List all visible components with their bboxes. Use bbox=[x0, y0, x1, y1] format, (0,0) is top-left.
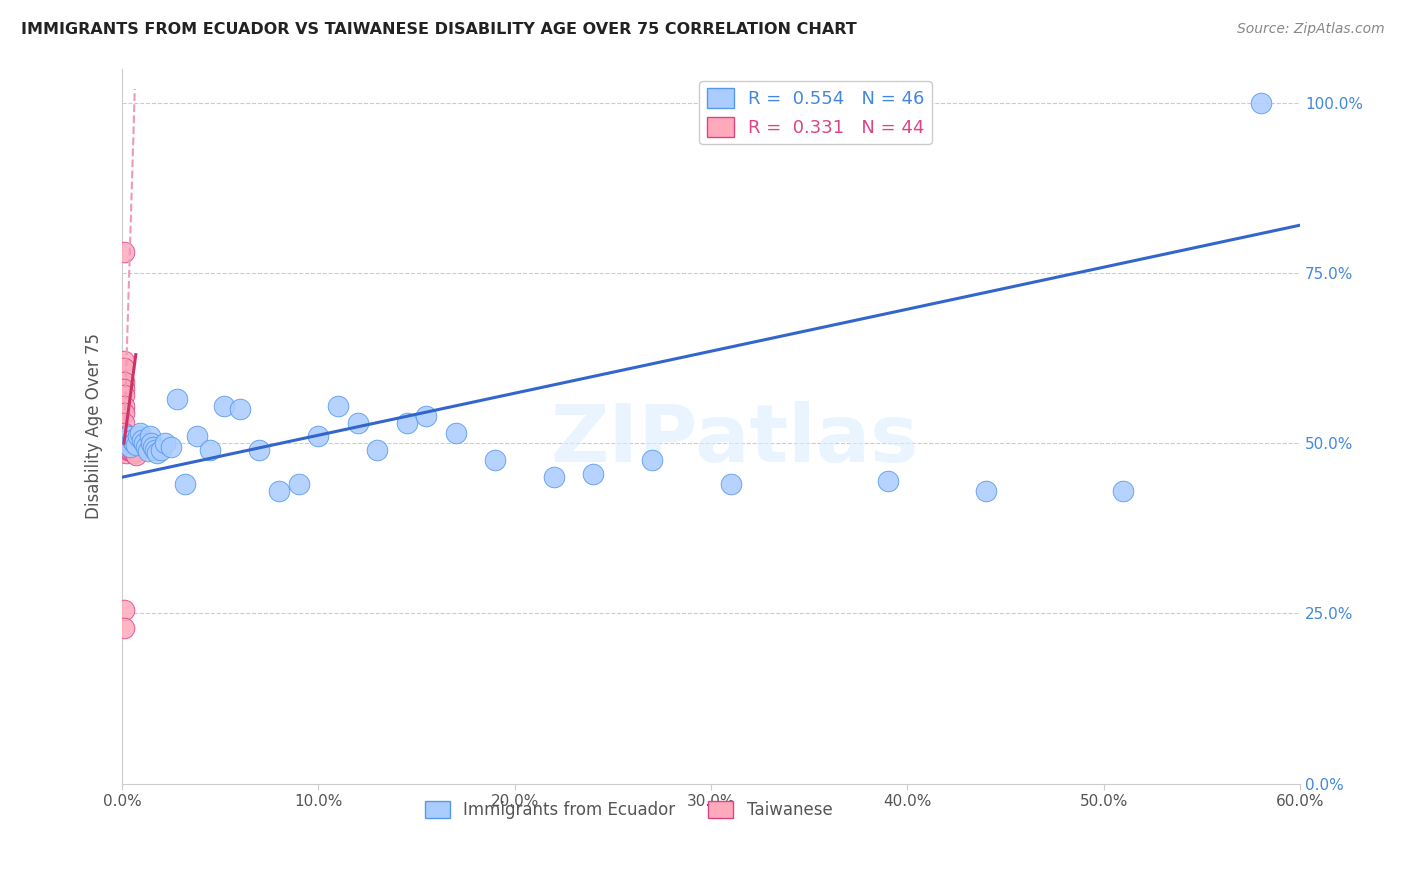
Point bbox=[115, 440, 138, 454]
Point bbox=[155, 436, 177, 450]
Point bbox=[118, 442, 141, 457]
Text: ZIPatlas: ZIPatlas bbox=[551, 401, 918, 479]
Point bbox=[366, 442, 388, 457]
Point bbox=[117, 429, 139, 443]
Point bbox=[141, 436, 163, 450]
Point bbox=[132, 436, 155, 450]
Point bbox=[131, 433, 153, 447]
Point bbox=[135, 440, 157, 454]
Legend: Immigrants from Ecuador, Taiwanese: Immigrants from Ecuador, Taiwanese bbox=[418, 794, 839, 825]
Point bbox=[117, 442, 139, 457]
Point bbox=[876, 474, 898, 488]
Y-axis label: Disability Age Over 75: Disability Age Over 75 bbox=[86, 333, 103, 519]
Point bbox=[720, 477, 742, 491]
Point bbox=[112, 433, 135, 447]
Point bbox=[115, 440, 138, 454]
Point bbox=[122, 446, 145, 460]
Point bbox=[641, 453, 664, 467]
Point bbox=[249, 442, 271, 457]
Point bbox=[121, 440, 143, 454]
Point bbox=[112, 361, 135, 376]
Point bbox=[112, 622, 135, 636]
Point bbox=[128, 425, 150, 440]
Point bbox=[346, 416, 368, 430]
Point bbox=[186, 429, 208, 443]
Point bbox=[150, 442, 173, 457]
Point bbox=[173, 477, 195, 491]
Point bbox=[125, 437, 148, 451]
Point bbox=[125, 440, 148, 454]
Point bbox=[112, 603, 135, 617]
Text: Source: ZipAtlas.com: Source: ZipAtlas.com bbox=[1237, 22, 1385, 37]
Point bbox=[229, 402, 252, 417]
Point bbox=[121, 433, 143, 447]
Point bbox=[115, 442, 138, 457]
Point bbox=[122, 433, 145, 447]
Point bbox=[122, 436, 145, 450]
Point bbox=[395, 416, 418, 430]
Point bbox=[160, 440, 183, 454]
Point bbox=[117, 436, 139, 450]
Text: IMMIGRANTS FROM ECUADOR VS TAIWANESE DISABILITY AGE OVER 75 CORRELATION CHART: IMMIGRANTS FROM ECUADOR VS TAIWANESE DIS… bbox=[21, 22, 856, 37]
Point bbox=[112, 416, 135, 430]
Point bbox=[112, 436, 135, 450]
Point bbox=[112, 399, 135, 413]
Point bbox=[122, 440, 145, 454]
Point bbox=[117, 440, 139, 454]
Point bbox=[1250, 95, 1272, 110]
Point bbox=[1112, 483, 1135, 498]
Point bbox=[125, 433, 148, 447]
Point bbox=[415, 409, 437, 423]
Point bbox=[121, 436, 143, 450]
Point bbox=[138, 429, 160, 443]
Point bbox=[166, 392, 188, 406]
Point bbox=[287, 477, 309, 491]
Point bbox=[112, 436, 135, 450]
Point bbox=[118, 436, 141, 450]
Point bbox=[125, 442, 148, 457]
Point bbox=[112, 245, 135, 260]
Point bbox=[142, 440, 165, 454]
Point bbox=[112, 354, 135, 368]
Point bbox=[121, 442, 143, 457]
Point bbox=[117, 440, 139, 454]
Point bbox=[146, 446, 169, 460]
Point bbox=[115, 429, 138, 443]
Point bbox=[115, 436, 138, 450]
Point bbox=[122, 442, 145, 457]
Point bbox=[122, 436, 145, 450]
Point bbox=[269, 483, 291, 498]
Point bbox=[484, 453, 506, 467]
Point bbox=[112, 388, 135, 402]
Point bbox=[117, 436, 139, 450]
Point bbox=[118, 440, 141, 454]
Point bbox=[118, 440, 141, 454]
Point bbox=[974, 483, 997, 498]
Point bbox=[115, 433, 138, 447]
Point bbox=[212, 399, 235, 413]
Point bbox=[117, 433, 139, 447]
Point bbox=[112, 375, 135, 389]
Point bbox=[125, 449, 148, 463]
Point bbox=[307, 429, 329, 443]
Point bbox=[115, 446, 138, 460]
Point bbox=[200, 442, 222, 457]
Point bbox=[125, 444, 148, 458]
Point bbox=[125, 436, 148, 450]
Point bbox=[117, 429, 139, 443]
Point bbox=[118, 433, 141, 447]
Point bbox=[543, 470, 565, 484]
Point bbox=[136, 444, 159, 458]
Point bbox=[127, 429, 149, 443]
Point bbox=[112, 425, 135, 440]
Point bbox=[115, 433, 138, 447]
Point bbox=[582, 467, 605, 481]
Point bbox=[145, 442, 167, 457]
Point bbox=[444, 425, 467, 440]
Point bbox=[112, 382, 135, 396]
Point bbox=[121, 433, 143, 447]
Point bbox=[112, 405, 135, 419]
Point bbox=[326, 399, 349, 413]
